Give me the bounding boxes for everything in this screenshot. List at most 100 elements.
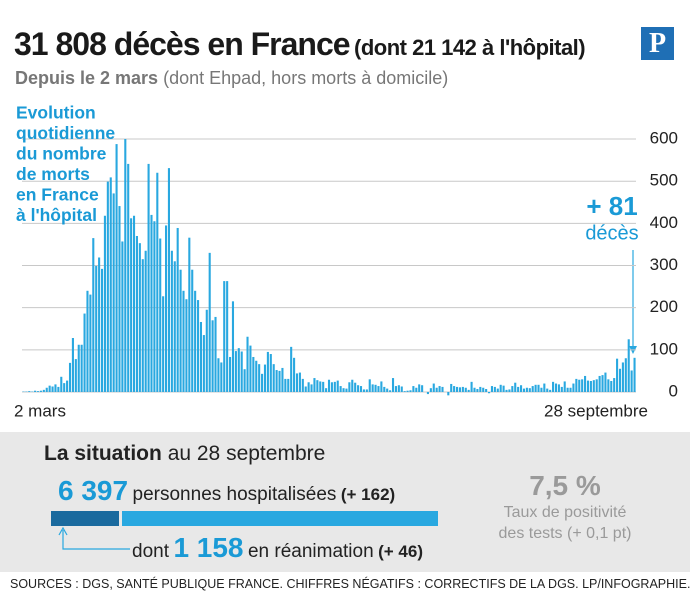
bar <box>153 221 156 392</box>
bar <box>325 388 328 392</box>
annotation-line: en France <box>16 185 99 205</box>
bar <box>98 257 101 392</box>
bar <box>162 296 165 392</box>
annotation-line: Evolution <box>16 103 96 123</box>
bar <box>89 294 92 392</box>
bar <box>176 227 179 392</box>
bar <box>164 225 168 392</box>
bar <box>383 386 386 392</box>
bar <box>447 391 450 396</box>
bar <box>479 386 482 392</box>
bar <box>63 383 66 392</box>
bar <box>223 281 226 392</box>
x-tick-label: 2 mars <box>14 401 66 420</box>
bar <box>540 387 543 392</box>
bar <box>359 386 363 392</box>
bar <box>159 238 162 392</box>
logo: P <box>641 27 674 60</box>
bar <box>618 368 622 392</box>
bar <box>269 354 272 392</box>
bar <box>316 380 319 392</box>
bar <box>214 316 217 392</box>
title: 31 808 décès en France <box>14 26 351 62</box>
bar <box>298 372 301 392</box>
bar <box>613 378 616 392</box>
situation-title: La situation <box>44 442 162 465</box>
bar <box>284 378 287 392</box>
bar <box>202 335 205 392</box>
bar <box>130 218 133 392</box>
bar <box>80 344 83 392</box>
bar <box>124 139 127 392</box>
bar <box>57 386 60 392</box>
y-tick-label: 400 <box>650 213 678 232</box>
bar <box>610 381 613 392</box>
bar <box>307 382 310 392</box>
annotation-line: à l'hôpital <box>16 205 97 225</box>
bar <box>624 358 627 392</box>
bar <box>246 336 249 392</box>
bar <box>333 381 336 392</box>
annotation-line: quotidienne <box>16 123 115 143</box>
bar <box>48 385 51 392</box>
bar <box>595 379 598 392</box>
bar <box>182 290 185 392</box>
bar <box>258 364 261 392</box>
bar <box>464 387 467 392</box>
bar <box>537 384 540 392</box>
bar <box>528 388 531 392</box>
bar <box>211 320 214 392</box>
bar <box>205 309 208 392</box>
y-tick-label: 100 <box>650 339 678 358</box>
bar <box>351 379 354 392</box>
bar <box>470 381 473 392</box>
positivity-value: 7,5 % <box>529 470 601 501</box>
bar <box>313 378 316 392</box>
bar <box>231 301 235 392</box>
bar <box>188 237 191 392</box>
bar <box>403 391 406 392</box>
bar <box>607 379 610 392</box>
bar <box>386 388 389 392</box>
connector-line <box>62 530 130 550</box>
bar <box>397 385 400 392</box>
situation-date: au 28 septembre <box>167 442 326 465</box>
bar <box>575 378 578 392</box>
bar <box>586 380 590 392</box>
bar <box>281 367 284 392</box>
bar <box>199 321 203 392</box>
bar <box>45 387 48 392</box>
bar <box>301 378 304 392</box>
bar <box>132 215 136 392</box>
bar <box>179 269 182 392</box>
icu-value: 1 158 <box>173 532 244 563</box>
hospitalized-change: (+ 162) <box>340 485 396 504</box>
annotation-line: du nombre <box>16 144 107 164</box>
bar <box>112 193 115 392</box>
bar <box>106 181 109 392</box>
bar <box>234 351 237 392</box>
icu-label: en réanimation <box>247 541 374 562</box>
bar <box>455 386 459 392</box>
bar <box>147 163 150 392</box>
bar <box>461 386 464 392</box>
bar <box>348 382 351 392</box>
hospital-bar <box>122 511 438 526</box>
bar <box>354 382 357 392</box>
bar <box>42 389 45 392</box>
bar <box>295 373 299 392</box>
bar <box>406 390 409 392</box>
bar <box>584 375 587 392</box>
bar <box>441 386 444 392</box>
hospitalized-row: 6 397 personnes hospitalisées (+ 162) <box>58 475 395 507</box>
bar <box>534 384 537 392</box>
bar <box>255 360 258 392</box>
bar <box>630 370 633 392</box>
bar <box>365 389 368 392</box>
last-value-label: + 81 <box>586 191 637 221</box>
icu-connector <box>58 526 130 550</box>
last-value-unit: décès <box>585 222 638 244</box>
bar <box>278 370 281 392</box>
bar <box>261 373 264 392</box>
